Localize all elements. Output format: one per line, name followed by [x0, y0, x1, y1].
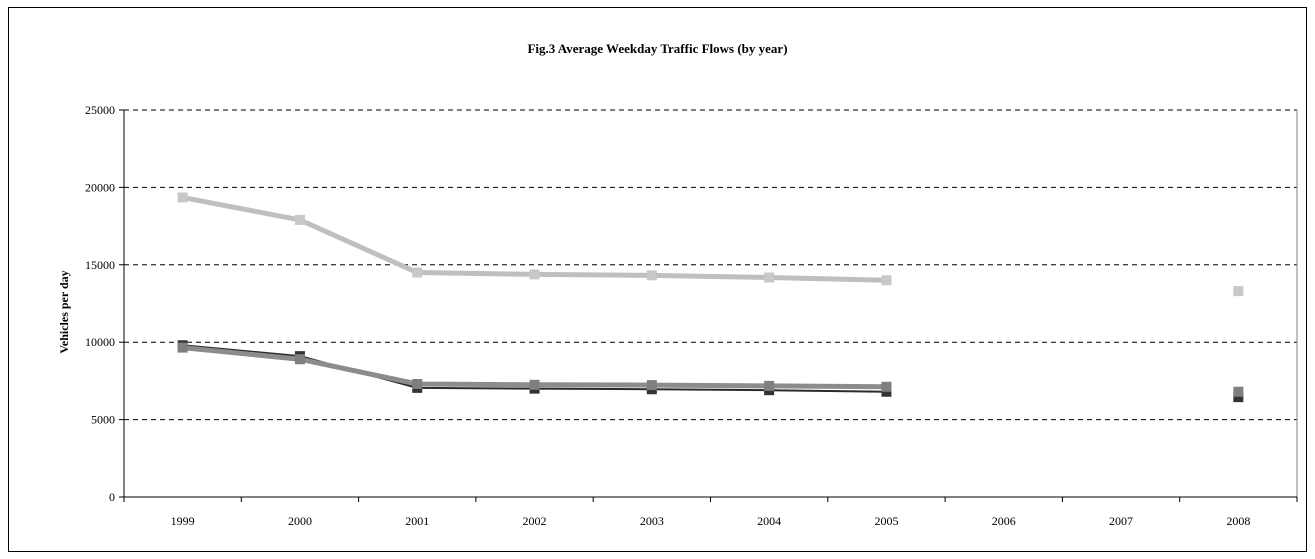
y-tick-label-15000: 15000 [85, 258, 115, 272]
x-tick-label-2006: 2006 [992, 514, 1016, 528]
x-tick-label-2001: 2001 [405, 514, 429, 528]
series-3-point-2008 [1233, 386, 1244, 397]
series-3-point-2004 [764, 380, 775, 391]
x-tick-label-2007: 2007 [1109, 514, 1133, 528]
series-1-point-2002 [529, 269, 540, 280]
series-3-point-2001 [412, 378, 423, 389]
series-1-point-2004 [764, 272, 775, 283]
y-axis-label: Vehicles per day [57, 270, 71, 353]
series-1-point-2000 [294, 214, 305, 225]
chart-frame [8, 7, 1307, 552]
x-tick-label-2004: 2004 [757, 514, 781, 528]
x-tick-label-2000: 2000 [288, 514, 312, 528]
x-tick-label-2008: 2008 [1226, 514, 1250, 528]
series-1-point-2001 [412, 267, 423, 278]
series-layer [177, 192, 1244, 403]
series-1-point-1999 [177, 192, 188, 203]
series-1-line-1 [180, 194, 889, 283]
series-2-point-2008 [1233, 392, 1244, 403]
series-1-point-2005 [881, 275, 892, 286]
x-tick-label-1999: 1999 [171, 514, 195, 528]
series-3-point-1999 [177, 342, 188, 353]
grid-layer [124, 109, 1297, 421]
x-tick-label-2005: 2005 [874, 514, 898, 528]
chart-title: Fig.3 Average Weekday Traffic Flows (by … [527, 41, 788, 56]
y-tick-label-10000: 10000 [85, 335, 115, 349]
y-tick-label-25000: 25000 [85, 103, 115, 117]
y-tick-label-20000: 20000 [85, 180, 115, 194]
x-tick-label-2003: 2003 [640, 514, 664, 528]
series-3-point-2000 [294, 354, 305, 365]
series-3-point-2003 [646, 380, 657, 391]
axis-layer: 0 5000 10000 15000 20000 25000 1999 2000 2001 200… [85, 103, 1298, 528]
x-tick-label-2002: 2002 [523, 514, 547, 528]
series-3-point-2005 [881, 381, 892, 392]
y-tick-label-5000: 5000 [91, 413, 115, 427]
series-1-point-2003 [646, 270, 657, 281]
series-1-point-2008 [1233, 286, 1244, 297]
y-tick-label-0: 0 [109, 490, 115, 504]
series-3-point-2002 [529, 379, 540, 390]
